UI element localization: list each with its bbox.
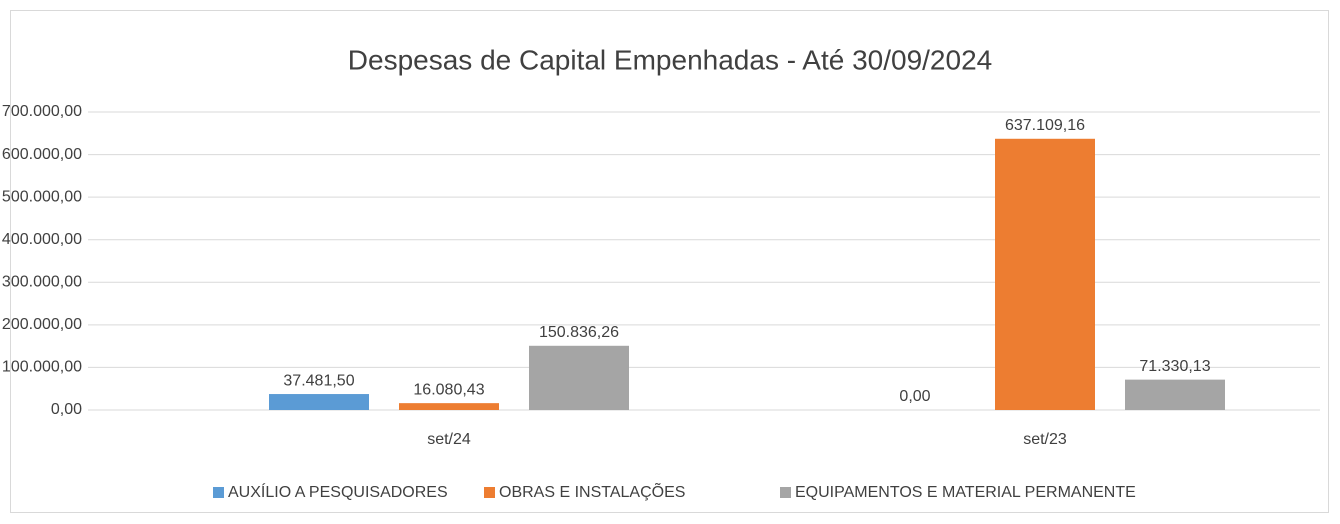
y-tick-label: 500.000,00 xyxy=(2,188,82,205)
value-label: 637.109,16 xyxy=(1005,117,1085,134)
y-tick-label: 0,00 xyxy=(51,401,82,418)
value-label: 37.481,50 xyxy=(283,372,354,389)
value-label: 0,00 xyxy=(899,388,930,405)
y-tick-label: 400.000,00 xyxy=(2,231,82,248)
bar xyxy=(1125,379,1225,410)
chart-border xyxy=(10,10,1329,513)
bar xyxy=(995,138,1095,410)
legend-label: EQUIPAMENTOS E MATERIAL PERMANENTE xyxy=(795,484,1136,501)
x-tick-label: set/24 xyxy=(427,431,471,448)
value-label: 150.836,26 xyxy=(539,324,619,341)
value-label: 71.330,13 xyxy=(1139,358,1210,375)
legend-swatch xyxy=(484,487,495,498)
bar xyxy=(399,403,499,410)
legend-swatch xyxy=(213,487,224,498)
bar xyxy=(269,394,369,410)
legend-label: OBRAS E INSTALAÇÕES xyxy=(499,481,685,501)
chart-title: Despesas de Capital Empenhadas - Até 30/… xyxy=(348,44,992,75)
y-tick-label: 300.000,00 xyxy=(2,274,82,291)
legend-label: AUXÍLIO A PESQUISADORES xyxy=(228,482,448,501)
y-tick-label: 100.000,00 xyxy=(2,359,82,376)
x-tick-label: set/23 xyxy=(1023,431,1067,448)
bar xyxy=(529,345,629,410)
legend-swatch xyxy=(780,487,791,498)
y-tick-label: 700.000,00 xyxy=(2,103,82,120)
value-label: 16.080,43 xyxy=(413,381,484,398)
y-tick-label: 200.000,00 xyxy=(2,316,82,333)
y-tick-label: 600.000,00 xyxy=(2,146,82,163)
